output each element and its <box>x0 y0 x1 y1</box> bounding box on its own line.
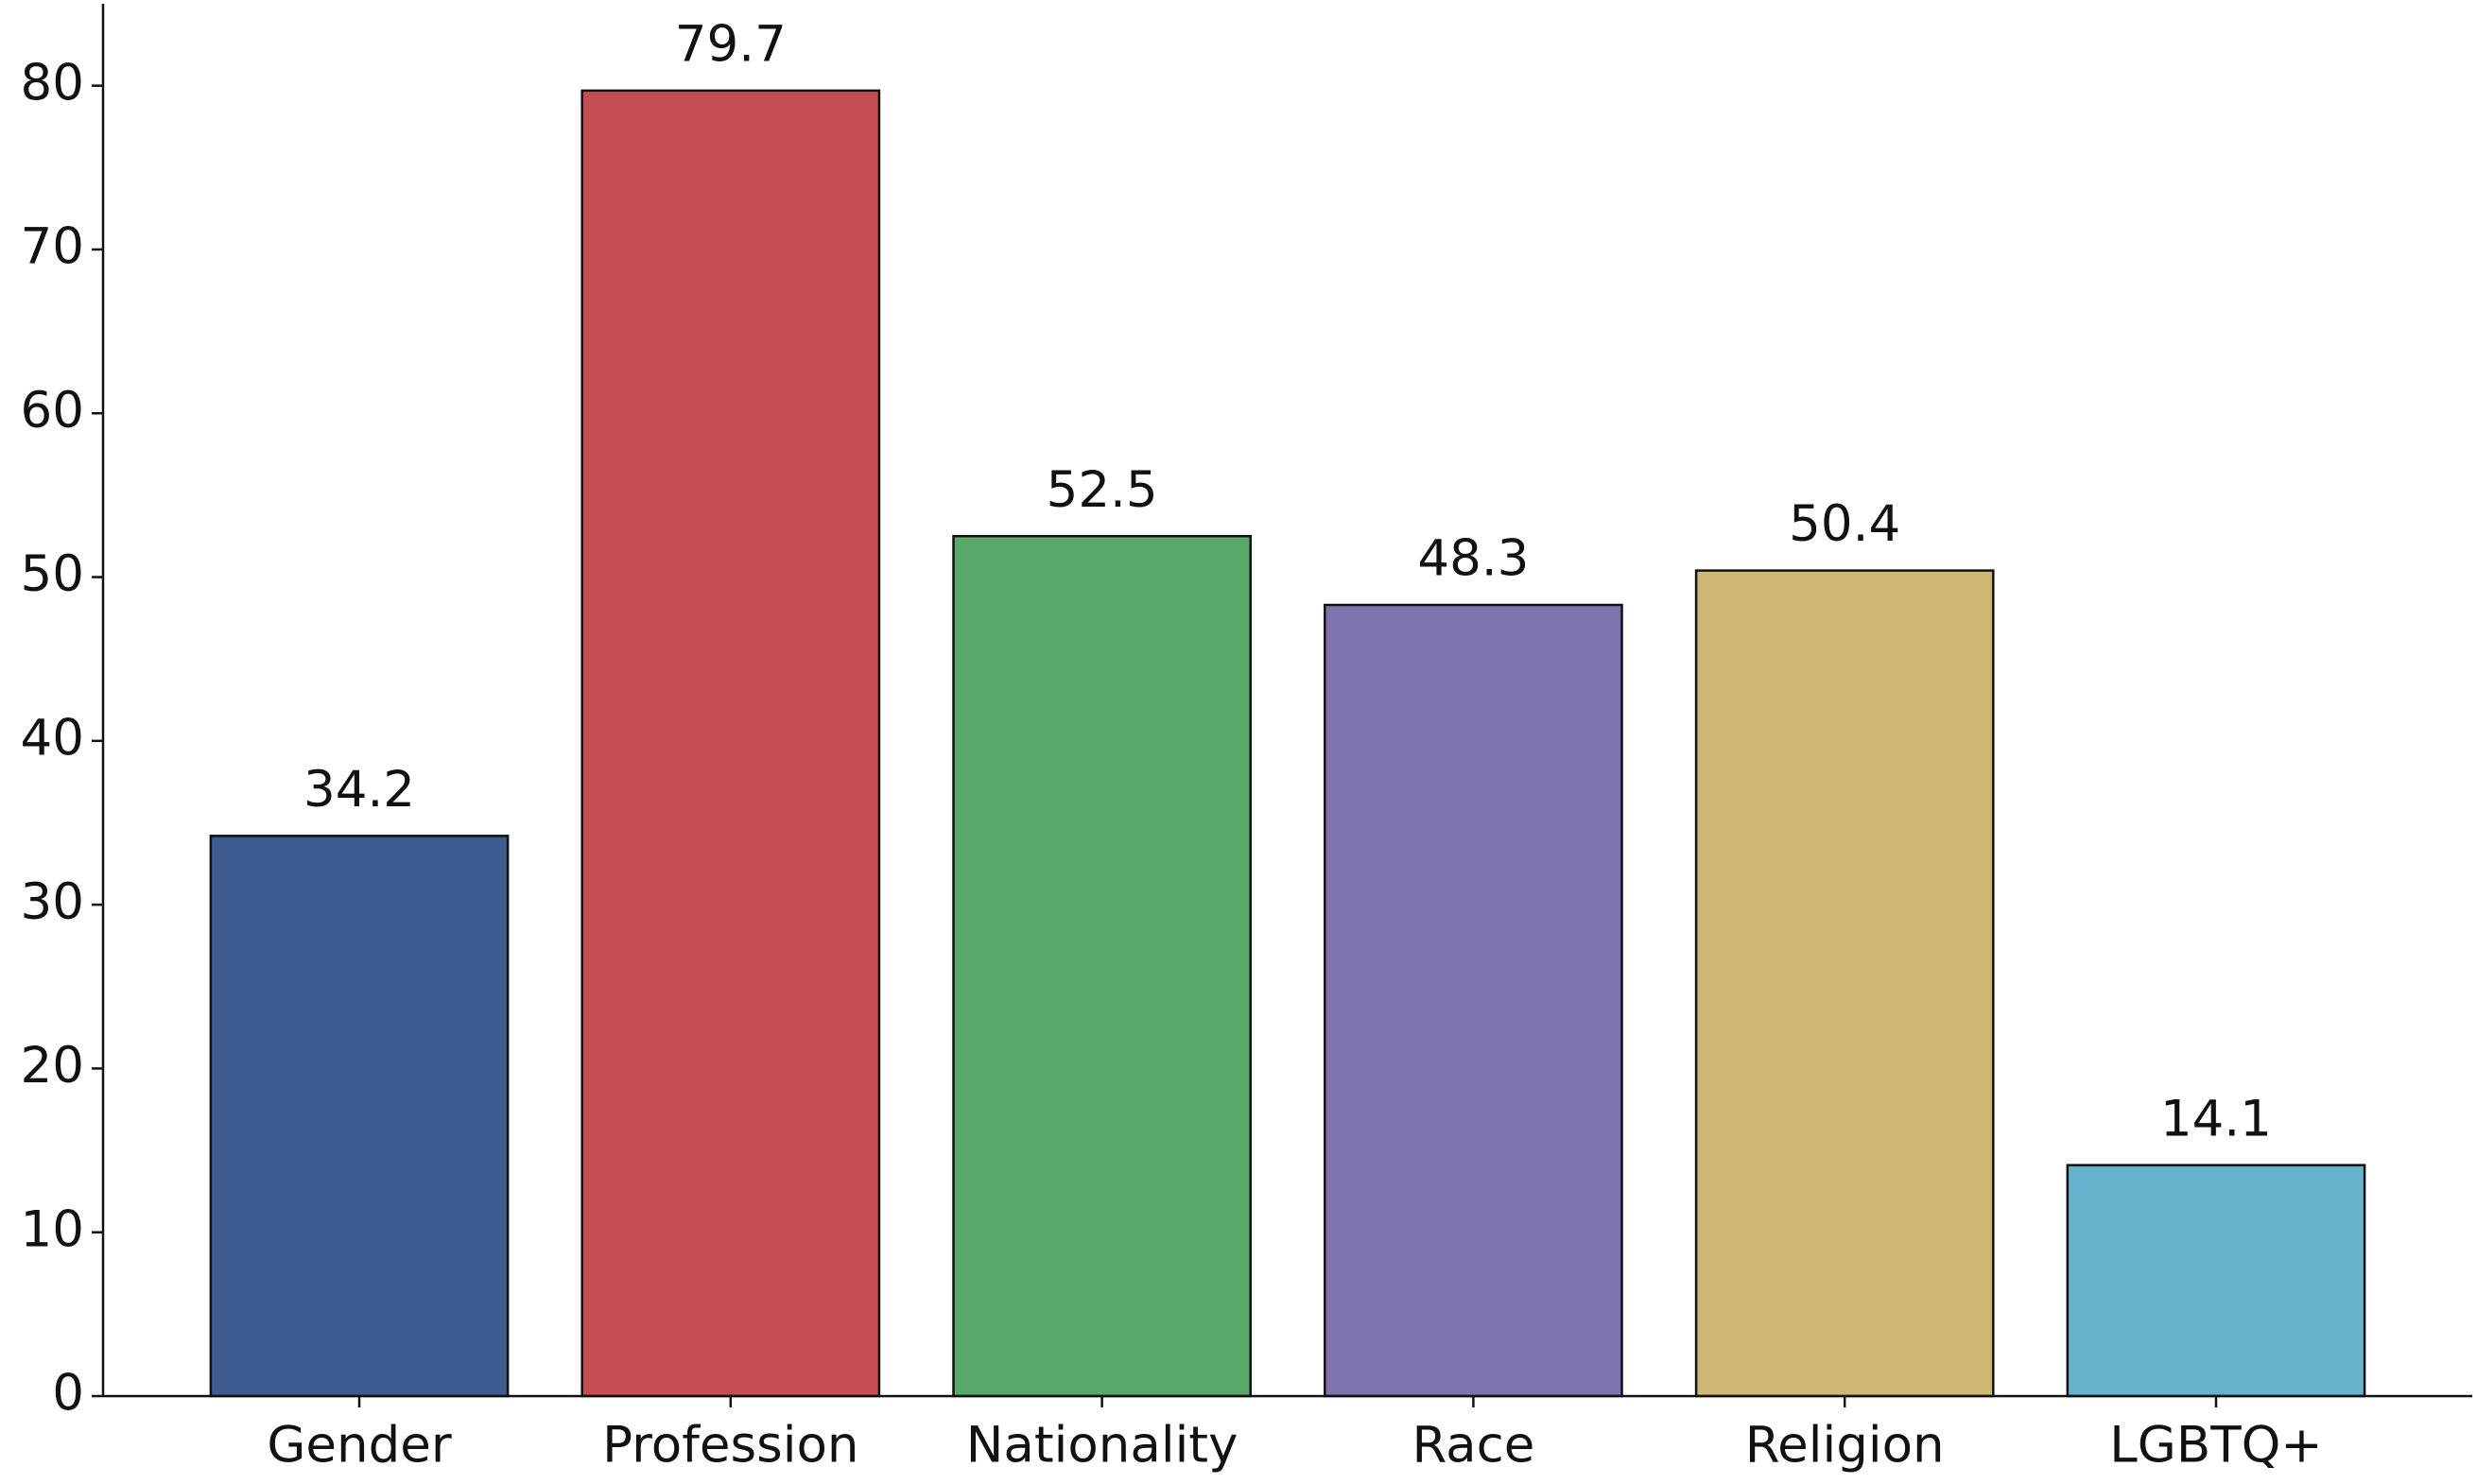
y-tick-label: 10 <box>21 1200 84 1258</box>
value-label: 48.3 <box>1417 530 1529 588</box>
x-tick-label: Gender <box>267 1417 452 1475</box>
bar <box>580 89 881 1398</box>
x-tick-label: Religion <box>1745 1417 1945 1475</box>
bar <box>2066 1164 2366 1398</box>
bar <box>209 835 510 1398</box>
x-tick-label: Nationality <box>966 1417 1238 1475</box>
value-label: 34.2 <box>303 761 415 819</box>
y-tick-label: 30 <box>21 873 84 931</box>
y-tick-label: 20 <box>21 1037 84 1095</box>
y-tick-label: 40 <box>21 709 84 767</box>
bar <box>1694 569 1995 1398</box>
y-tick-label: 60 <box>21 382 84 440</box>
y-tick-label: 0 <box>52 1365 84 1423</box>
x-tick-label: Race <box>1412 1417 1534 1475</box>
bar <box>952 534 1252 1398</box>
y-tick-label: 50 <box>21 545 84 603</box>
value-label: 52.5 <box>1047 461 1158 519</box>
value-label: 79.7 <box>675 15 787 73</box>
value-label: 50.4 <box>1789 495 1900 553</box>
y-tick-label: 70 <box>21 218 84 276</box>
x-tick-label: Profession <box>602 1417 858 1475</box>
x-tick-label: LGBTQ+ <box>2109 1417 2322 1475</box>
value-label: 14.1 <box>2160 1090 2272 1148</box>
bar <box>1324 603 1623 1398</box>
y-tick-label: 80 <box>21 54 84 112</box>
